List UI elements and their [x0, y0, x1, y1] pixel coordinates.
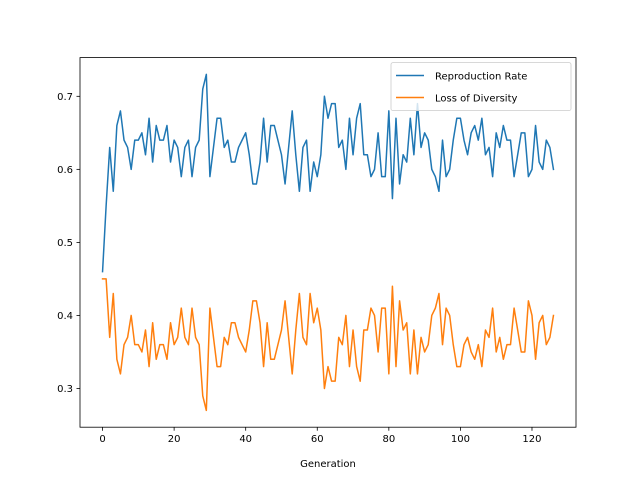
y-tick-label: 0.5 [57, 238, 73, 249]
series-layer [101, 73, 555, 412]
x-tick-label: 100 [451, 434, 470, 445]
y-tick-label: 0.3 [57, 384, 73, 395]
legend-label-reproduction-rate: Reproduction Rate [435, 72, 527, 83]
legend-box [390, 62, 572, 111]
x-tick-label: 0 [99, 434, 105, 445]
y-axis: 0.3 0.4 0.5 0.6 0.7 [57, 92, 80, 395]
y-tick-label: 0.6 [57, 165, 73, 176]
y-tick-label: 0.4 [57, 311, 73, 322]
legend-label-loss-of-diversity: Loss of Diversity [435, 94, 517, 105]
series-line-reproduction-rate [101, 73, 555, 273]
x-tick-label: 80 [382, 434, 395, 445]
legend: Reproduction Rate Loss of Diversity [390, 62, 572, 111]
x-axis: 0 20 40 60 80 100 120 [99, 427, 542, 445]
x-tick-label: 60 [311, 434, 324, 445]
x-axis-label: Generation [300, 459, 356, 470]
y-tick-label: 0.7 [57, 92, 73, 103]
x-tick-label: 40 [239, 434, 252, 445]
x-tick-label: 20 [168, 434, 181, 445]
x-tick-label: 120 [522, 434, 541, 445]
series-line-loss-of-diversity [101, 278, 555, 412]
